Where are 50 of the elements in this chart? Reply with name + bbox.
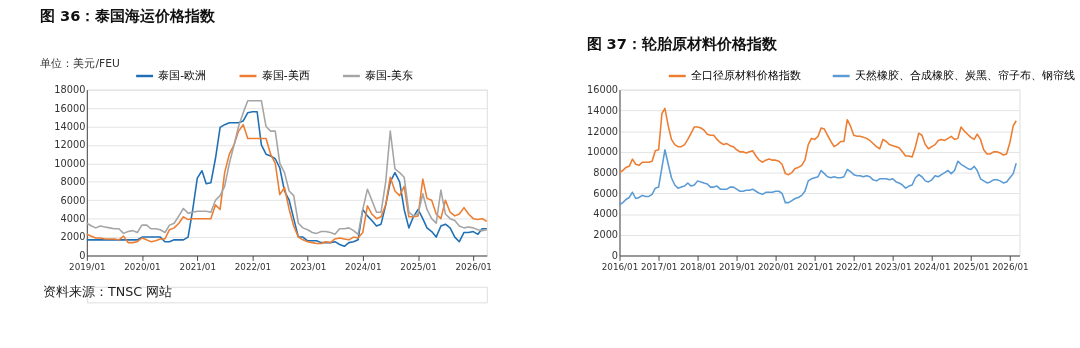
- x-tick-label: 2016/01: [601, 261, 639, 272]
- y-tick-label: 10000: [587, 146, 619, 158]
- y-tick-label: 0: [611, 249, 619, 261]
- x-tick-label: 2026/01: [455, 261, 492, 272]
- x-tick-label: 2023/01: [875, 261, 912, 272]
- y-tick-label: 10000: [54, 157, 86, 169]
- y-tick-label: 2000: [60, 231, 86, 243]
- x-tick-label: 2019/01: [69, 261, 106, 272]
- line-series: [618, 107, 1017, 176]
- y-tick-label: 8000: [593, 167, 619, 178]
- legend-label: 泰国-美东: [365, 68, 413, 82]
- x-tick-label: 2026/01: [992, 261, 1029, 272]
- x-tick-label: 2018/01: [679, 261, 717, 272]
- y-axis-title: 单位：美元/FEU: [40, 56, 120, 70]
- y-tick-label: 14000: [54, 120, 86, 132]
- x-tick-label: 2021/01: [179, 261, 216, 272]
- y-tick-label: 12000: [587, 125, 619, 137]
- y-tick-label: 4000: [60, 213, 86, 225]
- y-tick-label: 16000: [54, 102, 86, 114]
- y-tick-label: 14000: [587, 104, 619, 116]
- x-tick-label: 2020/01: [124, 261, 161, 272]
- chart-title: 图 36：泰国海运价格指数: [40, 7, 217, 25]
- y-tick-label: 8000: [60, 176, 86, 188]
- y-tick-label: 4000: [593, 208, 619, 220]
- x-tick-label: 2024/01: [914, 261, 951, 272]
- x-tick-label: 2019/01: [718, 261, 756, 272]
- y-tick-label: 12000: [54, 139, 86, 151]
- line-series: [86, 99, 488, 236]
- y-tick-label: 6000: [593, 187, 619, 199]
- y-tick-label: 2000: [593, 229, 619, 241]
- x-tick-label: 2024/01: [345, 261, 382, 272]
- x-tick-label: 2025/01: [400, 261, 437, 272]
- legend-label: 全口径原材料价格指数: [690, 68, 801, 82]
- y-tick-label: 18000: [54, 84, 86, 96]
- y-tick-label: 0: [79, 249, 86, 261]
- text: 资料来源：TNSC 网站: [42, 284, 173, 300]
- x-tick-label: 2020/01: [757, 261, 795, 272]
- x-tick-label: 2022/01: [836, 261, 873, 272]
- x-tick-label: 2021/01: [797, 261, 834, 272]
- y-tick-label: 16000: [587, 84, 619, 96]
- y-tick-label: 6000: [60, 194, 86, 206]
- x-tick-label: 2017/01: [640, 261, 678, 272]
- x-tick-label: 2023/01: [289, 261, 327, 272]
- line-series: [618, 149, 1017, 206]
- x-tick-label: 2022/01: [234, 261, 272, 272]
- x-tick-label: 2025/01: [953, 261, 990, 272]
- legend-label: 泰国-美西: [261, 68, 310, 82]
- legend-label: 天然橡胶、合成橡胶、炭黑、帘子布、钢帘线: [854, 68, 1075, 82]
- legend-label: 泰国-欧洲: [158, 68, 207, 82]
- chart-title: 图 37：轮胎原材料价格指数: [586, 34, 778, 52]
